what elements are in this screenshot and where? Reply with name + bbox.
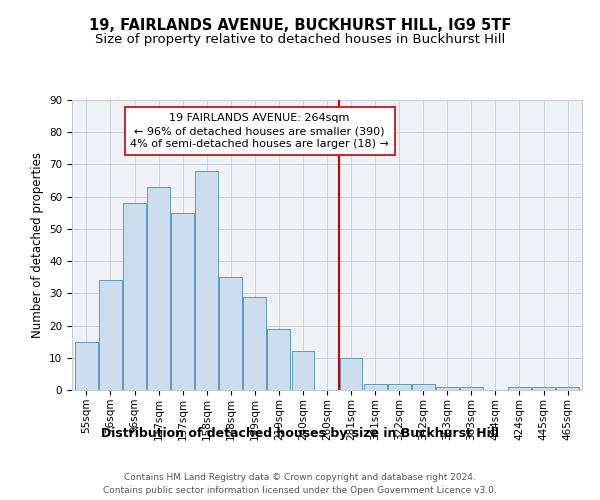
Bar: [171, 213, 194, 390]
Bar: [220, 277, 242, 390]
Bar: [508, 387, 531, 390]
Bar: [244, 296, 266, 390]
Bar: [364, 384, 386, 390]
Text: Size of property relative to detached houses in Buckhurst Hill: Size of property relative to detached ho…: [95, 32, 505, 46]
Bar: [556, 387, 579, 390]
Bar: [436, 387, 459, 390]
Text: Distribution of detached houses by size in Buckhurst Hill: Distribution of detached houses by size …: [101, 428, 499, 440]
Bar: [99, 280, 122, 390]
Text: Contains public sector information licensed under the Open Government Licence v3: Contains public sector information licen…: [103, 486, 497, 495]
Bar: [292, 352, 314, 390]
Bar: [532, 387, 555, 390]
Bar: [123, 203, 146, 390]
Y-axis label: Number of detached properties: Number of detached properties: [31, 152, 44, 338]
Bar: [195, 171, 218, 390]
Text: 19, FAIRLANDS AVENUE, BUCKHURST HILL, IG9 5TF: 19, FAIRLANDS AVENUE, BUCKHURST HILL, IG…: [89, 18, 511, 32]
Text: Contains HM Land Registry data © Crown copyright and database right 2024.: Contains HM Land Registry data © Crown c…: [124, 472, 476, 482]
Bar: [147, 187, 170, 390]
Bar: [268, 329, 290, 390]
Bar: [340, 358, 362, 390]
Bar: [75, 342, 98, 390]
Bar: [412, 384, 434, 390]
Bar: [460, 387, 483, 390]
Bar: [388, 384, 410, 390]
Text: 19 FAIRLANDS AVENUE: 264sqm
← 96% of detached houses are smaller (390)
4% of sem: 19 FAIRLANDS AVENUE: 264sqm ← 96% of det…: [130, 113, 389, 150]
